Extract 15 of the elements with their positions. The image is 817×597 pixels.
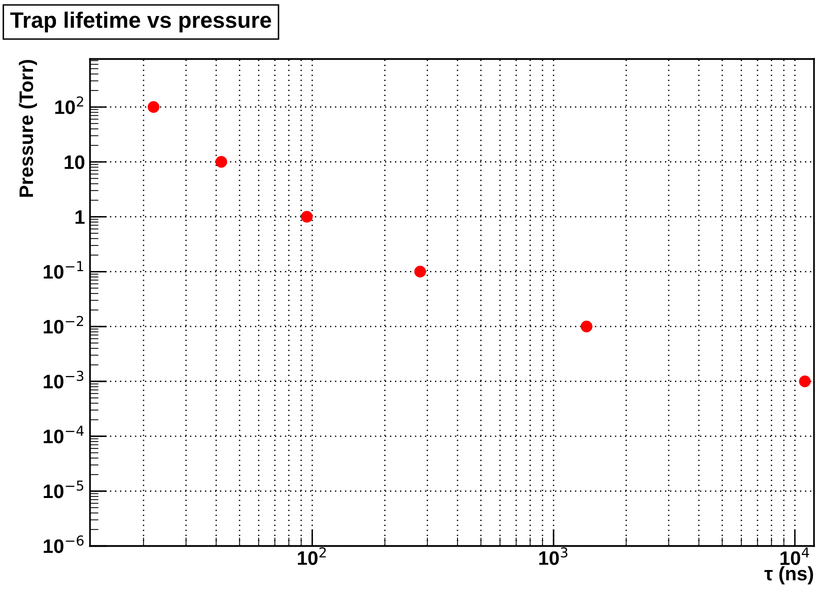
x-tick-label: 10$^{2}$ — [298, 547, 326, 565]
y-tick-label: 10$^{−4}$ — [44, 426, 84, 444]
y-tick-label: 10$^{−2}$ — [44, 316, 84, 334]
x-tick-label: 10$^{4}$ — [780, 547, 810, 566]
y-tick-label: 10$^{−6}$ — [44, 535, 84, 554]
chart-title: Trap lifetime vs pressure — [10, 12, 272, 32]
y-tick-label: 10$^{−1}$ — [44, 261, 84, 279]
y-tick-label: 1 — [76, 210, 85, 224]
y-tick-label: 10$^{−5}$ — [44, 480, 84, 498]
x-axis-title: τ (ns) — [764, 566, 814, 584]
y-tick-label: 10$^{−3}$ — [44, 370, 84, 388]
x-tick-label: 10$^{3}$ — [539, 547, 568, 565]
y-tick-label: 10 — [64, 155, 84, 170]
y-axis-title: Pressure (Torr) — [18, 60, 37, 197]
y-tick-label: 10$^{2}$ — [55, 96, 84, 114]
